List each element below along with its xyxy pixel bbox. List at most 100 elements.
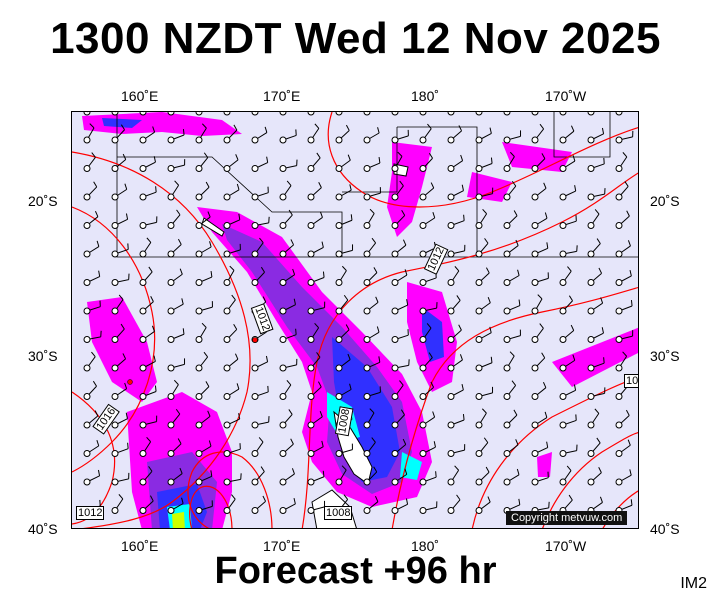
- wind-barb-icon: [363, 386, 381, 400]
- wind-barb-icon: [531, 323, 544, 343]
- wind-barb-icon: [307, 301, 326, 315]
- wind-barb-icon: [279, 298, 296, 315]
- wind-barb-icon: [195, 381, 210, 400]
- wind-barb-icon: [139, 415, 158, 429]
- wind-barb-icon: [419, 441, 436, 457]
- wind-barb-icon: [139, 466, 153, 486]
- wind-barb-icon: [587, 357, 605, 372]
- wind-barb-icon: [447, 125, 463, 144]
- wind-barb-icon: [111, 412, 128, 429]
- wind-barb-icon: [195, 322, 207, 343]
- wind-barb-icon: [587, 188, 606, 201]
- wind-barb-icon: [391, 269, 408, 286]
- wind-barb-icon: [335, 383, 352, 400]
- wind-barb-icon: [335, 265, 347, 286]
- wind-barb-icon: [503, 180, 517, 201]
- wind-barb-icon: [391, 359, 410, 372]
- wind-barb-icon: [363, 267, 378, 286]
- wind-barb-icon: [559, 465, 572, 486]
- wind-barb-icon: [335, 465, 347, 486]
- wind-barb-icon: [475, 157, 493, 172]
- wind-barb-icon: [587, 437, 601, 457]
- wind-barb-icon: [139, 186, 157, 201]
- rain-right-band-heavy: [422, 307, 444, 362]
- lon-label-top-160e: 160˚E: [121, 88, 159, 104]
- wind-barb-icon: [363, 157, 381, 172]
- wind-barb-icon: [83, 351, 96, 372]
- wind-barb-icon: [167, 180, 180, 201]
- wind-barb-icon: [531, 294, 543, 315]
- wind-barb-icon: [531, 441, 549, 457]
- wind-barb-icon: [167, 209, 181, 229]
- wind-barb-icon: [559, 125, 575, 144]
- wind-barb-icon: [195, 301, 213, 315]
- wind-barb-icon: [195, 241, 212, 258]
- wind-barb-icon: [223, 353, 239, 372]
- model-tag: IM2: [680, 575, 707, 592]
- wind-barb-icon: [391, 438, 407, 457]
- wind-barb-icon: [111, 294, 124, 315]
- wind-barb-icon: [447, 324, 462, 343]
- wind-barb-icon: [251, 416, 270, 429]
- wind-barb-icon: [335, 154, 351, 172]
- wind-barb-icon: [223, 443, 241, 457]
- wind-barb-icon: [503, 239, 519, 258]
- wind-barb-icon: [419, 182, 435, 201]
- wind-barb-icon: [587, 209, 600, 229]
- wind-barb-icon: [475, 238, 489, 258]
- wind-barb-icon: [475, 496, 491, 514]
- wind-barb-icon: [419, 352, 433, 372]
- wind-barb-icon: [447, 465, 460, 486]
- wind-barb-icon: [503, 130, 522, 144]
- wind-barb-icon: [363, 496, 379, 514]
- wind-barb-icon: [139, 495, 154, 514]
- wind-barb-icon: [139, 436, 152, 457]
- wind-barb-icon: [279, 380, 292, 400]
- wind-barb-icon: [587, 327, 604, 343]
- wind-barb-icon: [391, 180, 404, 201]
- wind-barb-icon: [167, 467, 183, 486]
- wind-barb-icon: [559, 266, 572, 286]
- lat-label-left-20s: 20˚S: [28, 193, 58, 209]
- wind-barb-icon: [167, 159, 186, 172]
- wind-barb-icon: [587, 127, 605, 144]
- wind-barb-icon: [307, 352, 321, 372]
- wind-barb-icon: [223, 265, 235, 286]
- lat-label-right-20s: 20˚S: [650, 193, 680, 209]
- wind-barb-icon: [111, 494, 124, 514]
- wind-barb-icon: [503, 439, 519, 457]
- wind-barb-icon: [419, 381, 435, 400]
- wind-barb-icon: [195, 123, 207, 144]
- wind-barb-icon: [139, 126, 156, 144]
- wind-barb-icon: [139, 385, 157, 400]
- wind-barb-icon: [167, 238, 182, 258]
- wind-barb-icon: [111, 382, 128, 400]
- wind-barb-icon: [503, 329, 521, 343]
- wind-barb-icon: [251, 266, 265, 286]
- wind-barb-icon: [419, 212, 436, 229]
- wind-barb-icon: [615, 269, 632, 286]
- wind-barb-icon: [503, 269, 520, 286]
- wind-barb-icon: [615, 330, 634, 343]
- wind-barb-icon: [279, 497, 296, 514]
- rain-band-top-left: [82, 112, 242, 136]
- wind-barb-icon: [223, 324, 238, 343]
- wind-barb-icon: [587, 267, 603, 286]
- rain-right-edge: [552, 327, 638, 387]
- wind-barb-icon: [83, 330, 102, 343]
- wind-barb-icon: [391, 151, 403, 172]
- wind-barb-icon: [391, 380, 404, 400]
- weather-map: 1012 1012 1016 1008 1008 1012 10 Copyrig…: [71, 111, 639, 529]
- wind-barb-icon: [111, 273, 130, 286]
- wind-barb-icon: [503, 380, 517, 400]
- wind-barb-icon: [195, 470, 213, 486]
- wind-barb-icon: [111, 213, 129, 229]
- rain-right-lower: [537, 452, 552, 477]
- wind-barb-icon: [587, 467, 602, 486]
- wind-barb-icon: [223, 243, 241, 258]
- new-caledonia: [201, 217, 225, 237]
- wind-barb-icon: [615, 240, 631, 258]
- wind-barb-icon: [419, 411, 436, 429]
- wind-barb-icon: [111, 243, 129, 258]
- wind-barb-icon: [279, 328, 297, 343]
